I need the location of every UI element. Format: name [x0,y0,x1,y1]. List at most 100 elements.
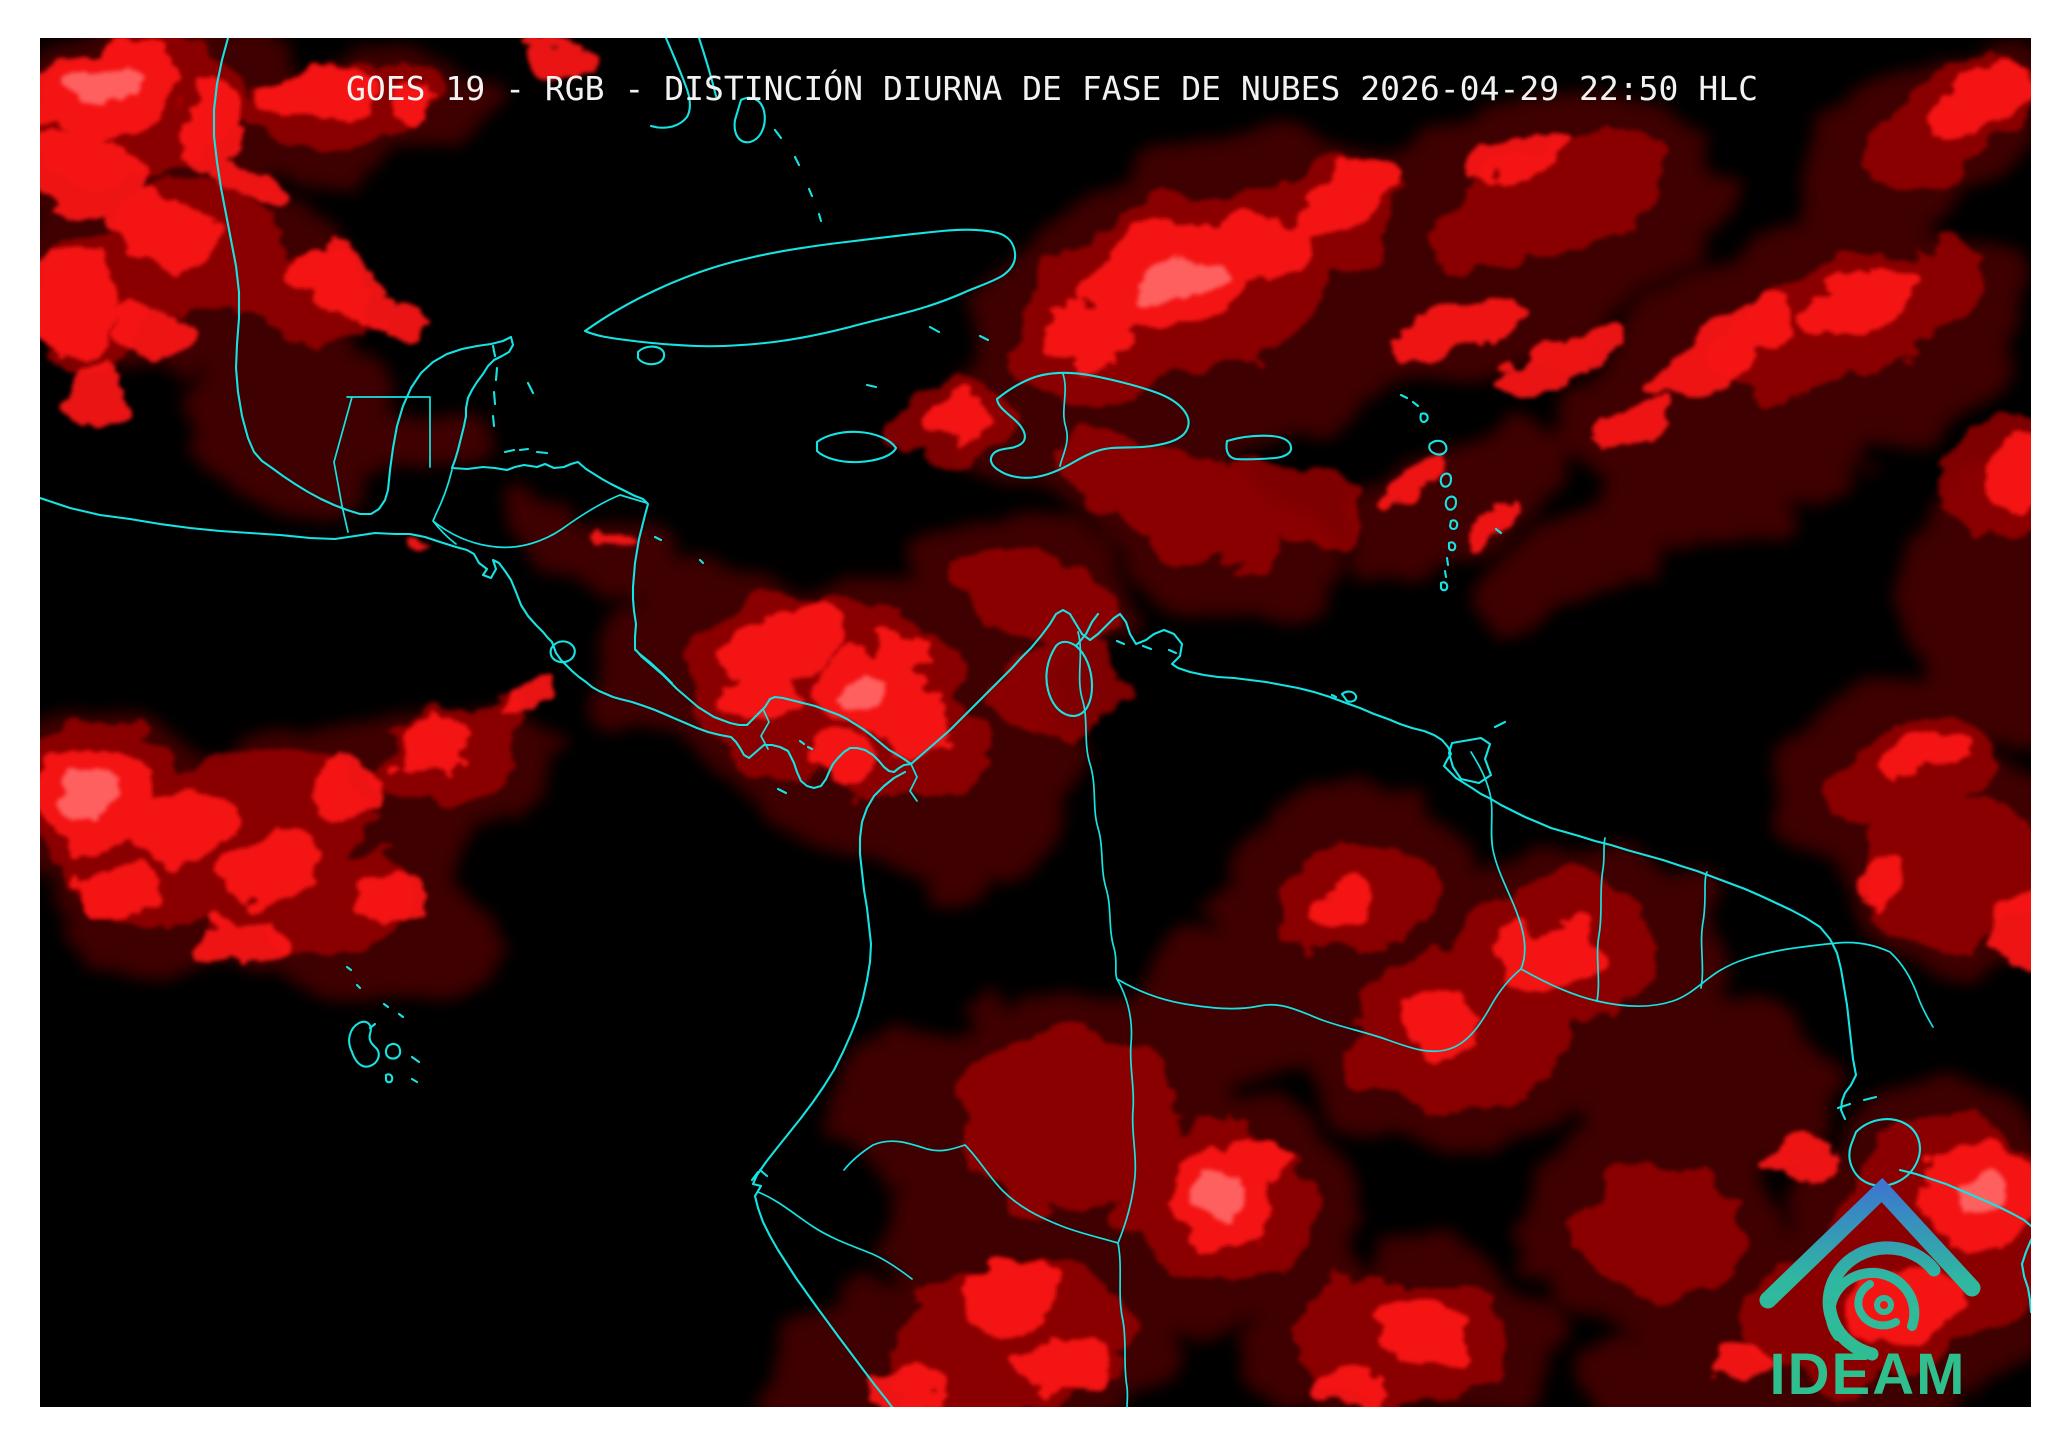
cloud-blob [882,695,962,749]
cloud-blob [402,536,428,554]
cloud-blob [1603,397,1677,443]
cloud-blob [40,245,116,355]
cloud-blob [1470,502,1520,538]
hispaniola [989,371,1190,479]
image-title: GOES 19 - RGB - DISTINCIÓN DIURNA DE FAS… [346,68,1758,108]
satellite-map-area: GOES 19 - RGB - DISTINCIÓN DIURNA DE FAS… [40,38,2031,1407]
venezuela-brazil-border [1116,968,1522,1053]
cloud-blob [524,46,596,70]
cloud-blob [1928,58,2031,138]
cloud-blob [729,603,851,681]
cloud-blob [388,92,436,124]
cloud-blob [1978,441,2031,515]
mexico-guatemala-border [333,396,431,533]
cloud-blob [1130,920,1370,1080]
cloud-blob [1039,299,1131,365]
cloud-blob [1560,990,1840,1170]
cloud-blob [226,834,326,902]
ideam-logo-roof-icon [1759,1177,1981,1309]
cloud-blob [1226,1131,1298,1185]
cloud-blob [256,68,384,116]
cloud-blob [69,69,137,107]
cloud-blob [58,778,114,818]
cloud-blob [562,521,678,599]
cloud-blob [391,712,473,768]
cloud-blob [1396,986,1480,1058]
cloud-blob [354,874,426,922]
misc-small-islands [503,381,814,795]
cloud-blob [1370,1300,1470,1360]
suriname-frenchguiana-border [1700,871,1708,989]
ecuador-peru-border [757,1191,913,1280]
cloud-blob [1492,919,1592,985]
cloud-blob [960,1030,1180,1210]
trinidad-tobago [1447,720,1507,785]
cloud-blob [1994,882,2031,974]
cloud-blob [124,791,232,865]
galapagos-islands [345,965,421,1084]
ideam-logo-text: IDEAM [1770,1342,1967,1407]
cloud-blob [1469,503,1651,637]
cloud-blob [1298,163,1402,229]
colombia-venezuela-border [1077,631,1118,980]
cloud-blob [1382,454,1448,502]
brazil-north-coast [1898,1168,2031,1314]
cloud-blob [800,1030,1000,1170]
cloud-blob [1503,334,1617,390]
cloud-blob [1312,1370,1392,1407]
cloud-blob [1847,864,1905,904]
cloud-blob [366,298,424,338]
cloud-blob [718,673,798,727]
amazon-estuary-marajo-island [1836,1095,1921,1187]
jamaica [815,430,898,464]
cloud-blob [1860,790,2031,950]
cloud-blob [1570,1165,1750,1295]
florida-bahamas [649,38,990,342]
ideam-logo: IDEAM [1759,1177,1981,1407]
venezuela-guyana-border [1470,751,1526,970]
central-america-borders [432,469,918,802]
cloud-blob [955,1263,1055,1337]
cloud-blob [499,690,557,726]
pacific-coast-central-america [40,496,913,790]
cuba [583,228,1017,348]
cloud-blob [1766,1139,1838,1185]
cloud-blob [990,644,1130,736]
cloud-blob [876,630,934,670]
cloud-blob [213,158,287,198]
cloud-blob [1393,296,1527,364]
coast-mexico-gulf-yucatan-belize [212,38,515,516]
cloud-blob [1799,263,1937,333]
cloud-blob [198,913,286,967]
cloud-blob [1341,420,1559,580]
cloud-blob [1192,1184,1244,1224]
cloud-blob [113,300,187,360]
isla-de-la-juventud [636,345,666,366]
cloud-blob [1647,342,1753,394]
cloud-blob [1446,128,1564,188]
cloud-blob [865,1371,945,1407]
cloud-layer-hot [58,69,2010,1224]
caribbean-atlantic-coast-south-america [450,460,1858,1121]
cloud-blob [1883,732,1957,788]
cloud-blob [40,131,142,209]
cloud-blob [928,396,988,432]
cloud-blob [1315,883,1369,925]
goes-satellite-view: GOES 19 - RGB - DISTINCIÓN DIURNA DE FAS… [40,38,2031,1407]
pacific-coast-colombia-ecuador-peru [750,770,907,1407]
cloud-blob [107,194,213,266]
abc-islands-margarita [1115,639,1358,703]
cloud-blob [1845,1258,1955,1338]
cloud-blob [602,521,638,543]
puerto-rico [1225,434,1293,461]
coastlines-layer [40,38,2031,1407]
guianas-brazil-border [1520,941,1934,1028]
guyana-suriname-border [1596,837,1606,1002]
cloud-blob [1427,129,1673,271]
cayman-islands [865,383,878,389]
cloud-blob [200,350,400,510]
cloud-blob [1059,434,1281,566]
lake-maracaibo [1045,612,1100,718]
cloud-blob [1194,208,1316,288]
